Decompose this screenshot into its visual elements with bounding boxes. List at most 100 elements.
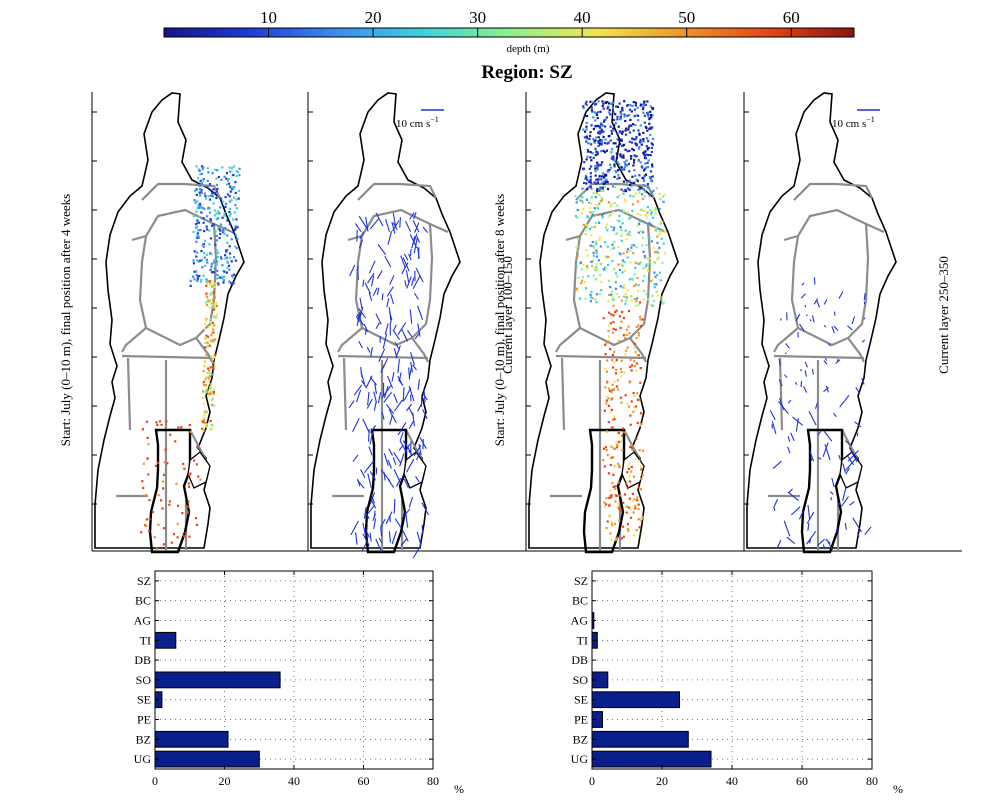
particle bbox=[203, 411, 206, 414]
particle bbox=[625, 299, 628, 302]
particle bbox=[161, 480, 165, 483]
particle bbox=[632, 410, 635, 413]
particle bbox=[595, 178, 598, 181]
particle bbox=[199, 194, 202, 197]
particle bbox=[197, 275, 200, 278]
particle bbox=[619, 155, 622, 158]
particle bbox=[585, 158, 588, 161]
current-vector bbox=[837, 502, 841, 507]
particle bbox=[202, 402, 205, 405]
bar-bz bbox=[154, 730, 229, 748]
current-vector bbox=[369, 471, 377, 481]
particle bbox=[642, 267, 645, 270]
particle bbox=[631, 147, 634, 150]
particle bbox=[189, 472, 192, 475]
category-label: AG bbox=[134, 614, 152, 628]
particle bbox=[237, 197, 240, 200]
current-vector bbox=[809, 319, 812, 322]
particle bbox=[212, 308, 215, 311]
particle bbox=[624, 292, 628, 295]
particle bbox=[169, 433, 172, 436]
particle bbox=[170, 541, 173, 544]
particle bbox=[228, 211, 231, 214]
particle bbox=[225, 250, 228, 253]
particle bbox=[586, 137, 589, 140]
particle bbox=[187, 482, 190, 485]
particle bbox=[605, 449, 608, 452]
current-vector bbox=[412, 275, 421, 289]
particle bbox=[629, 183, 632, 187]
particle bbox=[627, 309, 631, 313]
particle bbox=[637, 222, 641, 226]
current-vector bbox=[412, 364, 417, 371]
particle bbox=[646, 100, 649, 103]
particle bbox=[635, 352, 638, 355]
particle bbox=[600, 130, 604, 133]
particle bbox=[210, 302, 213, 305]
current-vector bbox=[358, 239, 364, 248]
particle bbox=[637, 147, 640, 150]
particle bbox=[583, 167, 586, 170]
particle bbox=[613, 415, 616, 418]
particle bbox=[595, 112, 598, 115]
particle bbox=[600, 164, 603, 167]
particle bbox=[612, 247, 615, 250]
particle bbox=[209, 366, 212, 369]
particle bbox=[626, 104, 630, 107]
particle bbox=[194, 517, 198, 520]
current-vector bbox=[370, 347, 373, 357]
particle bbox=[654, 212, 657, 215]
particle bbox=[644, 150, 647, 153]
particle bbox=[632, 195, 635, 198]
particle bbox=[634, 266, 637, 269]
category-label: UG bbox=[134, 752, 152, 766]
particle bbox=[209, 387, 212, 390]
particle bbox=[634, 138, 637, 141]
particle bbox=[598, 189, 601, 192]
particle bbox=[616, 204, 619, 207]
particle bbox=[592, 274, 595, 277]
particle bbox=[620, 320, 623, 323]
particle bbox=[614, 500, 617, 503]
current-vector bbox=[400, 538, 408, 546]
current-vector bbox=[803, 386, 808, 393]
particle bbox=[641, 515, 644, 518]
particle bbox=[165, 420, 168, 423]
particle bbox=[607, 335, 611, 338]
particle bbox=[604, 178, 607, 181]
particle bbox=[203, 239, 207, 242]
particle bbox=[618, 176, 621, 179]
particle bbox=[157, 494, 160, 497]
particle bbox=[653, 299, 656, 302]
particle bbox=[651, 143, 654, 146]
current-vector bbox=[388, 531, 391, 543]
particle bbox=[203, 379, 206, 382]
particle bbox=[615, 385, 619, 388]
particle bbox=[226, 261, 229, 264]
particle bbox=[654, 209, 657, 212]
particle bbox=[615, 537, 618, 540]
particle bbox=[151, 511, 154, 514]
particle bbox=[636, 297, 639, 300]
particle bbox=[157, 523, 160, 526]
particle bbox=[214, 304, 217, 307]
particle bbox=[216, 269, 219, 272]
current-vector bbox=[393, 451, 402, 464]
particle bbox=[205, 389, 208, 392]
particle bbox=[633, 395, 636, 398]
particle bbox=[620, 262, 623, 265]
particle bbox=[590, 124, 593, 127]
particle bbox=[609, 489, 612, 492]
particle bbox=[600, 121, 603, 125]
particle bbox=[620, 239, 623, 242]
particle bbox=[591, 110, 594, 113]
particle bbox=[592, 254, 596, 258]
particle bbox=[650, 240, 653, 243]
particle bbox=[229, 257, 232, 260]
particle bbox=[606, 454, 609, 457]
particle bbox=[582, 223, 585, 226]
particle bbox=[639, 367, 642, 370]
particle bbox=[618, 102, 621, 105]
particle bbox=[595, 213, 598, 216]
